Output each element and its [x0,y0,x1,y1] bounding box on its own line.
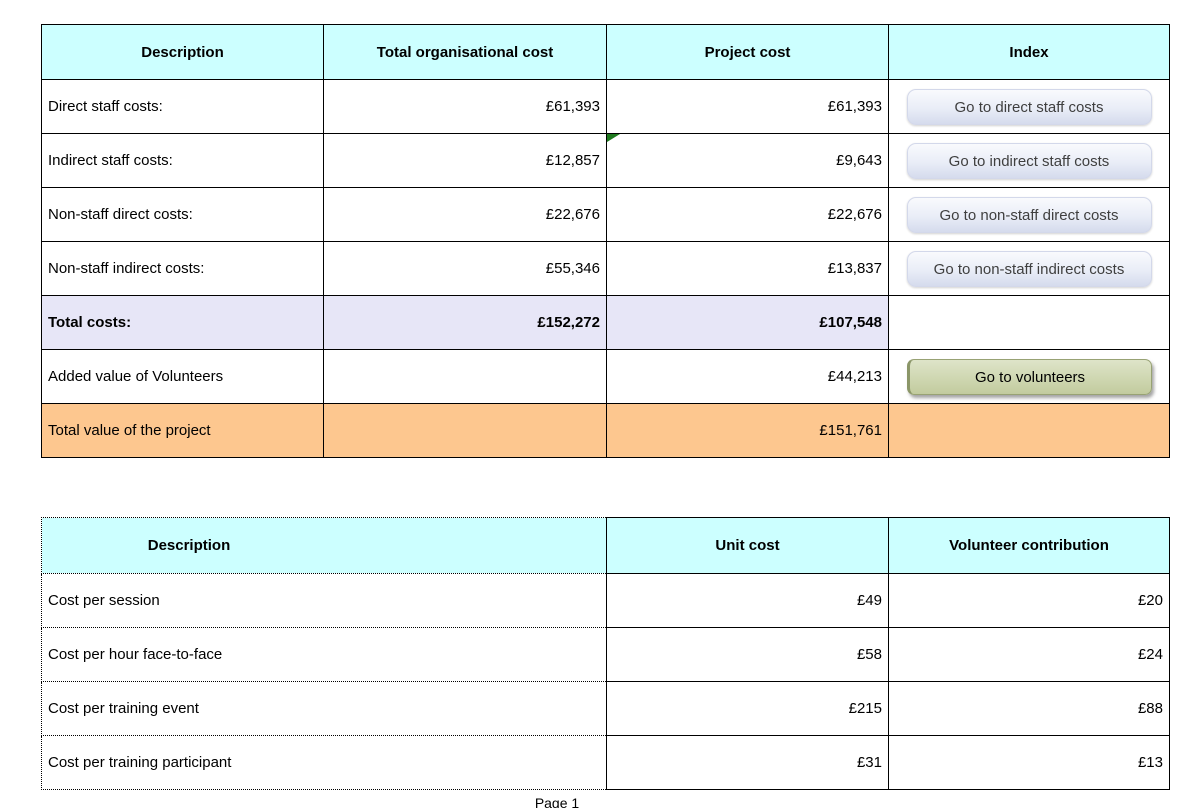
header-total-organisational-cost: Total organisational cost [323,24,607,80]
cell-index-empty [888,403,1170,458]
cell-org-cost [323,403,607,458]
table-row: Cost per session £49 £20 [41,573,1170,628]
page-number-label: Page 1 [534,795,580,808]
cell-unit-cost: £215 [606,681,889,736]
header-volunteer-contribution: Volunteer contribution [888,517,1170,574]
cell-description: Cost per training participant [41,735,607,790]
cell-unit-cost: £49 [606,573,889,628]
cell-description: Non-staff indirect costs: [41,241,324,296]
cell-volunteer-contribution: £13 [888,735,1170,790]
total-project-value-row: Total value of the project £151,761 [41,403,1170,458]
go-to-non-staff-indirect-costs-button[interactable]: Go to non-staff indirect costs [906,250,1152,287]
table-row: Non-staff indirect costs: £55,346 £13,83… [41,241,1170,296]
cell-project-cost: £61,393 [606,79,889,134]
cell-org-cost: £61,393 [323,79,607,134]
cell-description: Cost per training event [41,681,607,736]
cell-project-cost: £44,213 [606,349,889,404]
cell-org-cost: £22,676 [323,187,607,242]
table-row: Cost per training participant £31 £13 [41,735,1170,790]
header-description: Description [41,24,324,80]
cell-unit-cost: £58 [606,627,889,682]
table-row: Non-staff direct costs: £22,676 £22,676 … [41,187,1170,242]
go-to-indirect-staff-costs-button[interactable]: Go to indirect staff costs [906,142,1152,179]
unit-cost-table: Description Unit cost Volunteer contribu… [41,517,1170,790]
cell-org-cost: £12,857 [323,133,607,188]
table-row: Cost per hour face-to-face £58 £24 [41,627,1170,682]
cell-description: Indirect staff costs: [41,133,324,188]
cell-unit-cost: £31 [606,735,889,790]
cell-description: Cost per session [41,573,607,628]
table-row: Indirect staff costs: £12,857 £9,643 Go … [41,133,1170,188]
table-row: Direct staff costs: £61,393 £61,393 Go t… [41,79,1170,134]
unit-cost-header-row: Description Unit cost Volunteer contribu… [41,517,1170,574]
cell-volunteer-contribution: £88 [888,681,1170,736]
header-description: Description [41,517,607,574]
cell-org-cost [323,349,607,404]
header-index: Index [888,24,1170,80]
summary-cost-table: Description Total organisational cost Pr… [41,24,1170,458]
cell-description: Direct staff costs: [41,79,324,134]
header-project-cost: Project cost [606,24,889,80]
cell-project-cost: £22,676 [606,187,889,242]
cell-project-cost: £9,643 [606,133,889,188]
cell-description: Cost per hour face-to-face [41,627,607,682]
cell-description: Total costs: [41,295,324,350]
table-row: Cost per training event £215 £88 [41,681,1170,736]
summary-header-row: Description Total organisational cost Pr… [41,24,1170,80]
header-unit-cost: Unit cost [606,517,889,574]
cell-description: Total value of the project [41,403,324,458]
cell-index-empty [888,295,1170,350]
cell-description: Non-staff direct costs: [41,187,324,242]
go-to-non-staff-direct-costs-button[interactable]: Go to non-staff direct costs [906,196,1152,233]
cell-error-indicator-icon [607,134,620,142]
total-costs-row: Total costs: £152,272 £107,548 [41,295,1170,350]
go-to-direct-staff-costs-button[interactable]: Go to direct staff costs [906,88,1152,125]
cell-project-cost: £151,761 [606,403,889,458]
cell-volunteer-contribution: £24 [888,627,1170,682]
cell-project-cost: £107,548 [606,295,889,350]
added-value-volunteers-row: Added value of Volunteers £44,213 Go to … [41,349,1170,404]
cell-description: Added value of Volunteers [41,349,324,404]
cell-org-cost: £152,272 [323,295,607,350]
cell-org-cost: £55,346 [323,241,607,296]
cell-volunteer-contribution: £20 [888,573,1170,628]
go-to-volunteers-button[interactable]: Go to volunteers [906,358,1152,395]
cell-project-cost: £13,837 [606,241,889,296]
